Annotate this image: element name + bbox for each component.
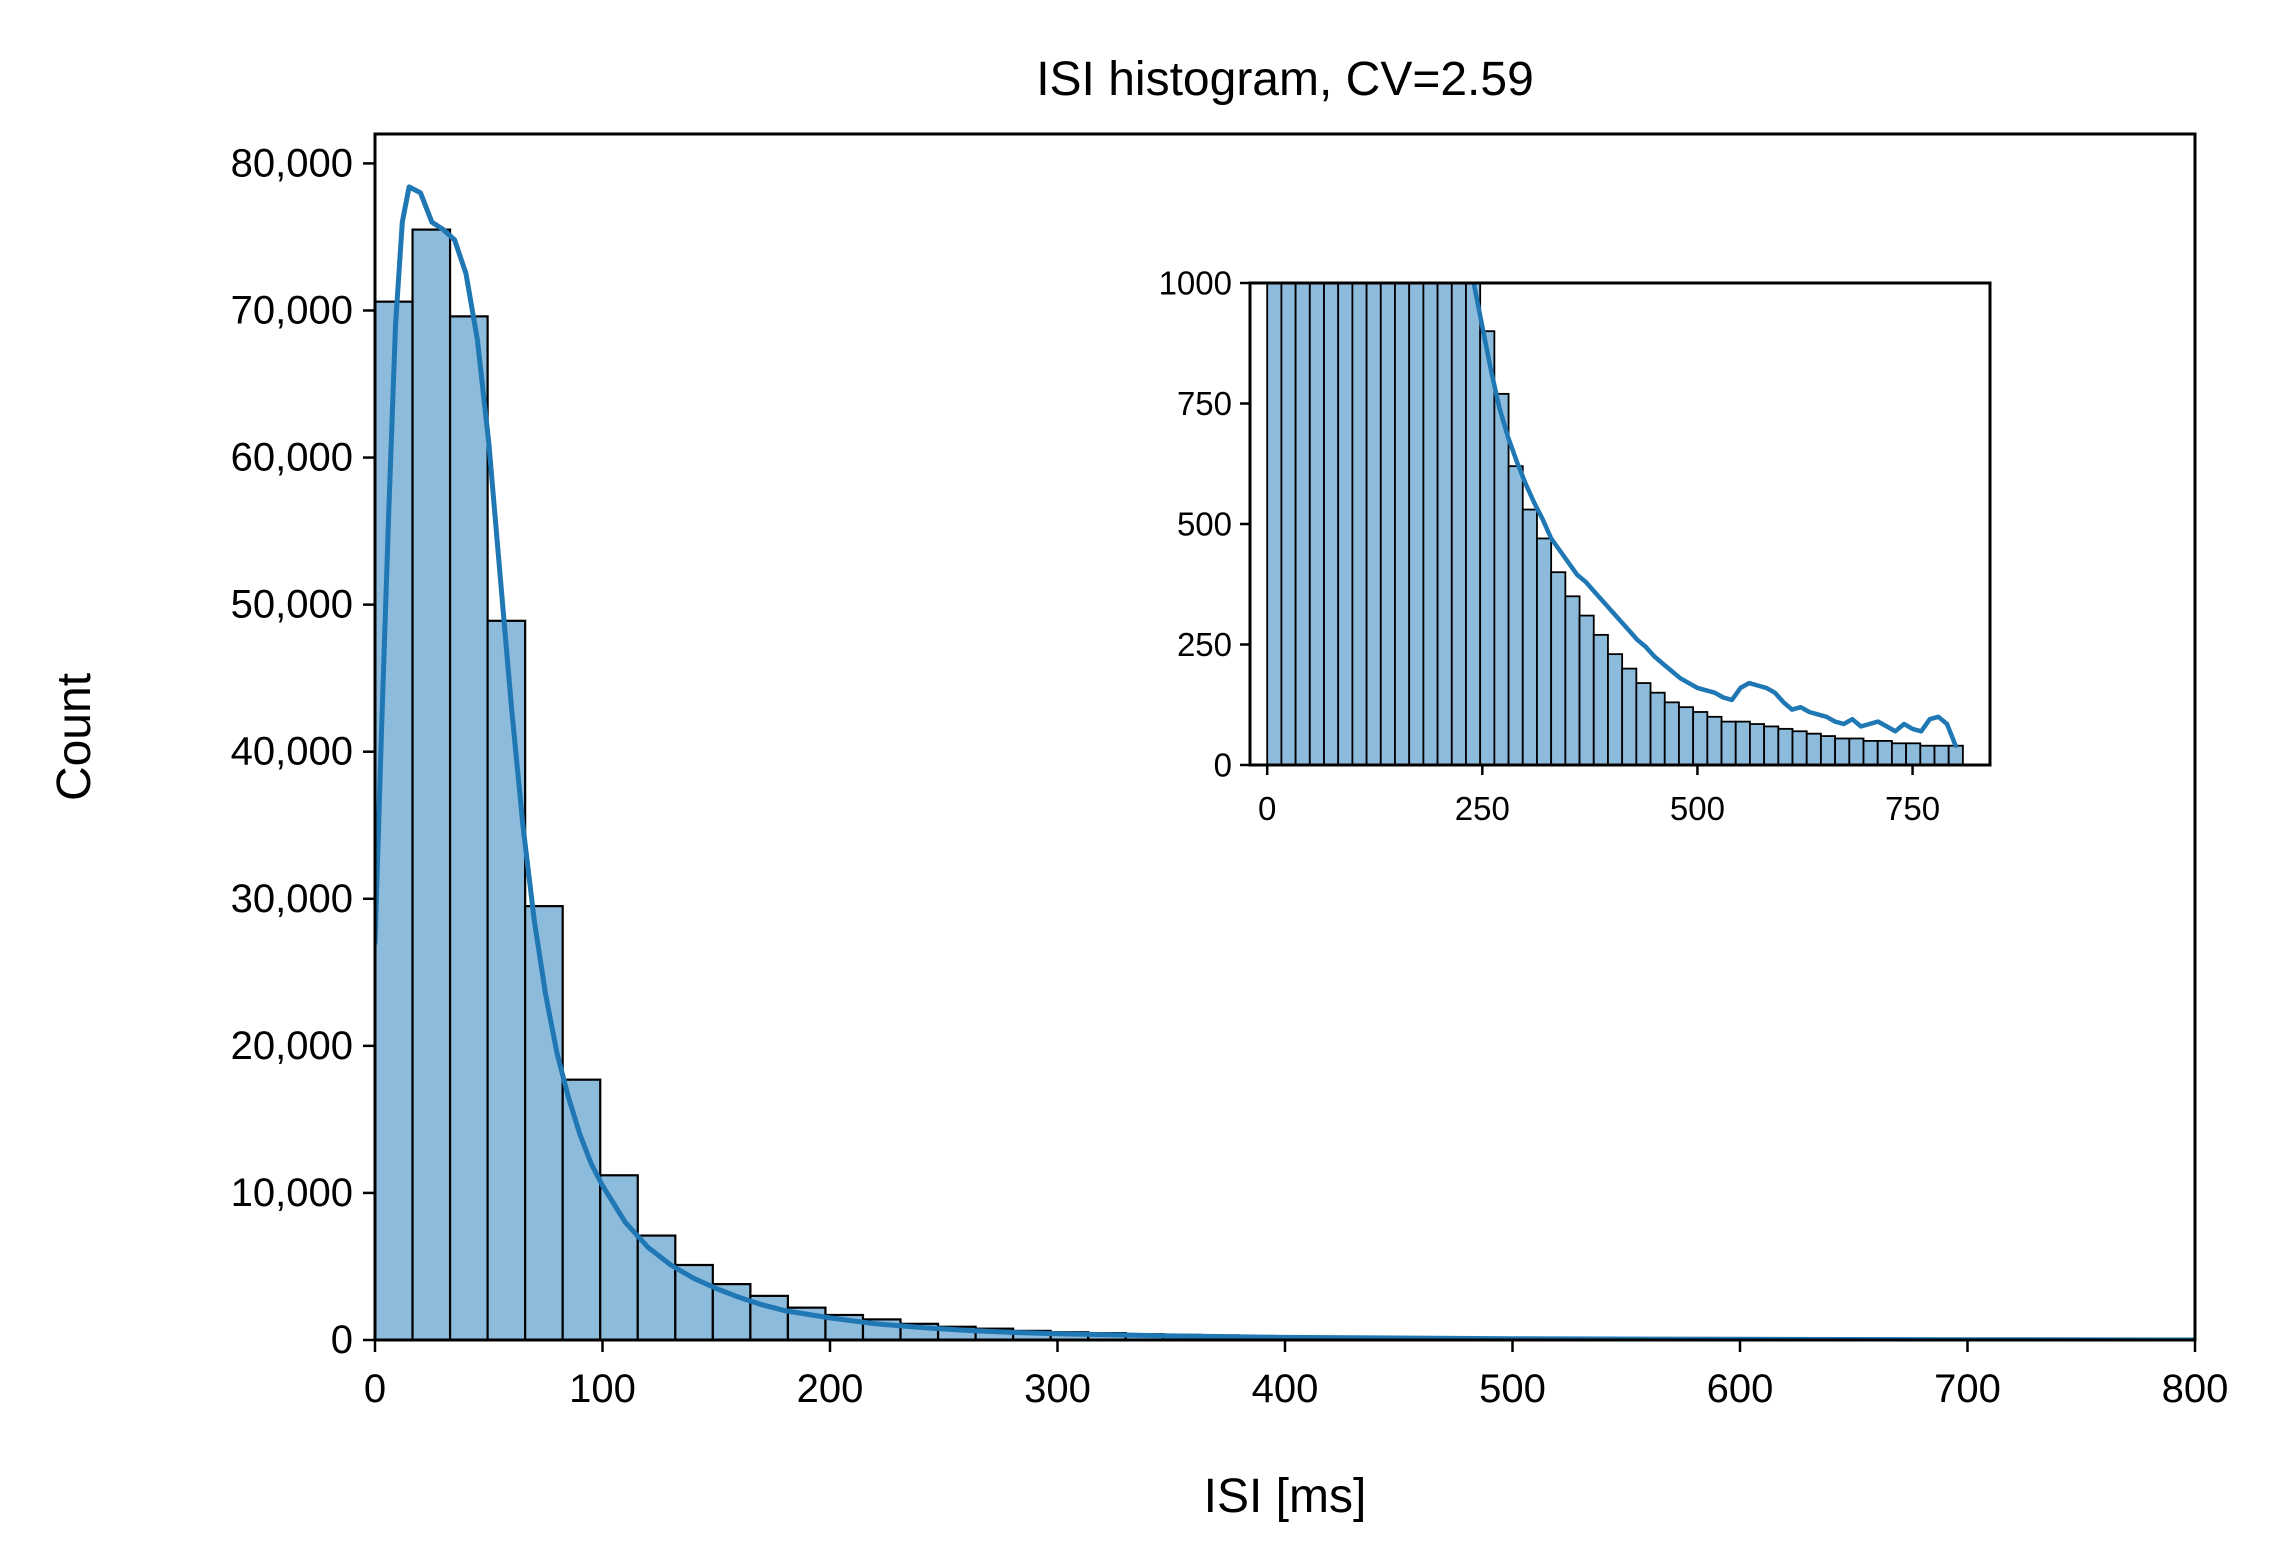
y-axis-label: Count: [48, 673, 101, 801]
inset-histogram-bars: [1266, 283, 1964, 765]
main-x-tick-label: 400: [1252, 1367, 1319, 1411]
main-y-tick-label: 70,000: [231, 288, 353, 332]
inset-y-tick-label: 750: [1177, 385, 1232, 422]
inset-histogram-bar: [1450, 283, 1467, 765]
main-y-tick-label: 30,000: [231, 877, 353, 921]
inset-y-tick-label: 250: [1177, 626, 1232, 663]
main-x-tick-label: 700: [1934, 1367, 2001, 1411]
main-kde-curve-group: [375, 184, 2195, 1340]
main-x-tick-label: 100: [569, 1367, 636, 1411]
main-x-ticks: 0 100 200 300 400 500 600 700 800: [364, 1340, 2229, 1411]
inset-histogram-bar: [1919, 744, 1936, 765]
inset-histogram-bar: [1465, 283, 1482, 765]
main-y-tick-label: 60,000: [231, 436, 353, 480]
main-y-ticks: 0 10,000 20,000 30,000 40,000 50,000 60,000 70,…: [231, 141, 375, 1362]
main-histogram-bar: [411, 228, 452, 1340]
inset-histogram-bar: [1805, 732, 1822, 765]
inset-histogram-bar: [1521, 508, 1538, 765]
main-x-tick-label: 500: [1479, 1367, 1546, 1411]
inset-histogram-bar: [1564, 595, 1581, 765]
inset-y-tick-label: 1000: [1159, 265, 1232, 302]
inset-histogram-bar: [1663, 701, 1680, 765]
main-y-tick-label: 20,000: [231, 1024, 353, 1068]
main-y-tick-label: 80,000: [231, 141, 353, 185]
inset-histogram-bar: [1820, 735, 1837, 765]
inset-histogram-bar: [1436, 283, 1453, 765]
main-x-tick-label: 600: [1707, 1367, 1774, 1411]
inset-histogram-bar: [1507, 465, 1524, 765]
inset-histogram-bar: [1379, 283, 1396, 765]
inset-histogram-bar: [1749, 723, 1766, 765]
inset-histogram-bar: [1479, 330, 1496, 765]
main-y-tick-label: 10,000: [231, 1171, 353, 1215]
inset-histogram-bar: [1493, 392, 1510, 765]
inset-y-ticks: 0 250 500 750 1000: [1159, 265, 1250, 784]
inset-histogram-bar: [1905, 742, 1922, 765]
inset-histogram-bar: [1294, 283, 1311, 765]
inset-chart-panel: 0 250 500 750 0 250 500 750 1000: [1159, 265, 1992, 827]
inset-histogram-bar: [1791, 730, 1808, 765]
main-x-tick-label: 0: [364, 1367, 386, 1411]
inset-histogram-bar: [1536, 537, 1553, 765]
main-x-tick-label: 200: [797, 1367, 864, 1411]
inset-kde-curve-group: [1471, 283, 1958, 748]
inset-x-tick-label: 500: [1670, 790, 1725, 827]
main-histogram-bars: [375, 228, 2195, 1340]
inset-x-tick-label: 250: [1455, 790, 1510, 827]
inset-histogram-bar: [1422, 283, 1439, 765]
inset-histogram-bar: [1763, 725, 1780, 765]
inset-histogram-bar: [1323, 283, 1340, 765]
inset-histogram-bar: [1933, 744, 1950, 765]
chart-title: ISI histogram, CV=2.59: [1036, 53, 1534, 106]
main-y-tick-label: 50,000: [231, 583, 353, 627]
inset-histogram-bar: [1706, 715, 1723, 765]
main-histogram-bar: [561, 1078, 602, 1340]
main-histogram-bar: [486, 619, 527, 1340]
main-chart-panel: 0 100 200 300 400 500 600 700 800 0 10,000 20,000 3…: [48, 53, 2228, 1523]
inset-histogram-bar: [1649, 691, 1666, 765]
main-histogram-bar: [599, 1174, 639, 1340]
inset-histogram-bar: [1308, 283, 1325, 765]
main-y-tick-label: 40,000: [231, 730, 353, 774]
inset-histogram-bar: [1550, 571, 1567, 765]
inset-histogram-bar: [1862, 740, 1879, 765]
inset-histogram-bar: [1365, 283, 1382, 765]
inset-histogram-bar: [1607, 653, 1624, 765]
inset-histogram-bar: [1720, 720, 1737, 765]
inset-histogram-bar: [1394, 283, 1411, 765]
inset-histogram-bar: [1635, 682, 1652, 765]
inset-histogram-bar: [1876, 740, 1893, 765]
main-kde-curve: [375, 184, 2195, 1340]
main-histogram-bar: [448, 315, 489, 1340]
inset-y-tick-label: 0: [1214, 747, 1232, 784]
x-axis-label: ISI [ms]: [1204, 1470, 1367, 1523]
inset-histogram-bar: [1834, 737, 1851, 765]
inset-histogram-bar: [1692, 711, 1709, 765]
inset-histogram-bar: [1266, 283, 1283, 765]
inset-histogram-bar: [1621, 667, 1638, 765]
inset-histogram-bar: [1734, 720, 1751, 765]
inset-histogram-bar: [1337, 283, 1354, 765]
inset-histogram-bar: [1777, 727, 1794, 765]
main-y-tick-label: 0: [331, 1318, 353, 1362]
inset-histogram-bar: [1848, 737, 1865, 765]
inset-histogram-bar: [1592, 633, 1609, 765]
main-x-tick-label: 300: [1024, 1367, 1091, 1411]
inset-histogram-bar: [1578, 614, 1595, 765]
inset-histogram-bar: [1280, 283, 1297, 765]
main-x-tick-label: 800: [2162, 1367, 2229, 1411]
inset-histogram-bar: [1351, 283, 1368, 765]
inset-histogram-bar: [1678, 706, 1695, 765]
inset-x-tick-label: 0: [1258, 790, 1276, 827]
inset-x-tick-label: 750: [1885, 790, 1940, 827]
inset-histogram-bar: [1947, 744, 1964, 765]
inset-y-tick-label: 500: [1177, 506, 1232, 543]
inset-histogram-bar: [1408, 283, 1425, 765]
inset-x-ticks: 0 250 500 750: [1258, 765, 1940, 827]
inset-histogram-bar: [1891, 742, 1908, 765]
inset-kde-curve: [1471, 283, 1958, 748]
